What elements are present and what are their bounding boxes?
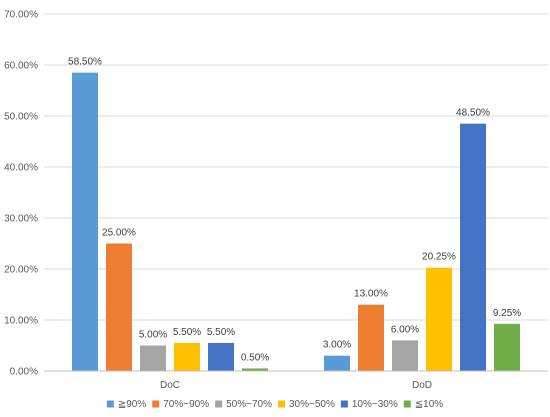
- data-label: 0.50%: [241, 352, 269, 363]
- legend-item: 50%~70%: [215, 399, 272, 410]
- legend-swatch: [106, 400, 114, 408]
- legend-item: 70%~90%: [152, 399, 209, 410]
- legend-swatch: [403, 400, 411, 408]
- legend-swatch: [278, 400, 285, 408]
- bars: [72, 72, 520, 372]
- bar-dod-series-5: [460, 123, 486, 372]
- legend-label: 70%~90%: [163, 399, 209, 410]
- legend-label: ≦10%: [415, 399, 444, 410]
- data-labels: 58.50% 25.00% 5.00% 5.50% 5.50% 0.50% 3.00% 13.…: [68, 57, 521, 364]
- legend-label: 50%~70%: [226, 399, 272, 410]
- legend-item: ≦10%: [403, 399, 444, 410]
- y-tick-label: 50.00%: [4, 112, 38, 123]
- bar-doc-series-5: [208, 342, 234, 371]
- data-label: 9.25%: [493, 308, 521, 319]
- data-label: 58.50%: [68, 57, 102, 68]
- y-tick-label: 70.00%: [4, 10, 38, 21]
- bar-doc-series-4: [174, 342, 200, 371]
- bar-doc-series-1: [72, 72, 98, 372]
- bar-dod-series-2: [358, 304, 384, 371]
- data-label: 13.00%: [354, 289, 388, 300]
- data-label: 5.00%: [139, 330, 167, 341]
- legend-swatch: [340, 400, 348, 408]
- y-tick-label: 10.00%: [4, 316, 38, 327]
- y-tick-label: 60.00%: [4, 61, 38, 72]
- y-tick-label: 30.00%: [4, 214, 38, 225]
- legend: ≧90% 70%~90% 50%~70% 30%~50% 10%~30% ≦10%: [106, 399, 444, 410]
- data-label: 6.00%: [391, 324, 419, 335]
- bar-dod-series-1: [324, 355, 350, 371]
- category-label: DoD: [412, 380, 432, 391]
- data-label: 5.50%: [173, 327, 201, 338]
- legend-label: 10%~30%: [352, 399, 398, 410]
- y-tick-label: 40.00%: [4, 163, 38, 174]
- legend-label: 30%~50%: [289, 399, 335, 410]
- legend-item: ≧90%: [106, 399, 147, 410]
- legend-swatch: [152, 400, 160, 408]
- legend-item: 30%~50%: [278, 399, 335, 410]
- category-label: DoC: [160, 380, 180, 391]
- legend-swatch: [215, 400, 223, 408]
- legend-item: 10%~30%: [340, 399, 398, 410]
- bar-doc-series-2: [106, 243, 132, 371]
- bar-doc-series-3: [140, 345, 166, 371]
- data-label: 20.25%: [422, 252, 456, 263]
- data-label: 25.00%: [102, 228, 136, 239]
- bar-dod-series-6: [494, 323, 520, 371]
- x-axis: DoC DoD: [44, 370, 548, 391]
- y-tick-label: 20.00%: [4, 265, 38, 276]
- bar-dod-series-3: [392, 340, 418, 371]
- data-label: 48.50%: [456, 108, 490, 119]
- bar-dod-series-4: [426, 267, 452, 371]
- bar-doc-series-6: [242, 368, 268, 371]
- data-label: 3.00%: [323, 340, 351, 351]
- data-label: 5.50%: [207, 327, 235, 338]
- y-axis: 0.00% 10.00% 20.00% 30.00% 40.00% 50.00% 60.00…: [4, 10, 38, 378]
- legend-label: ≧90%: [118, 399, 147, 410]
- y-tick-label: 0.00%: [10, 367, 38, 378]
